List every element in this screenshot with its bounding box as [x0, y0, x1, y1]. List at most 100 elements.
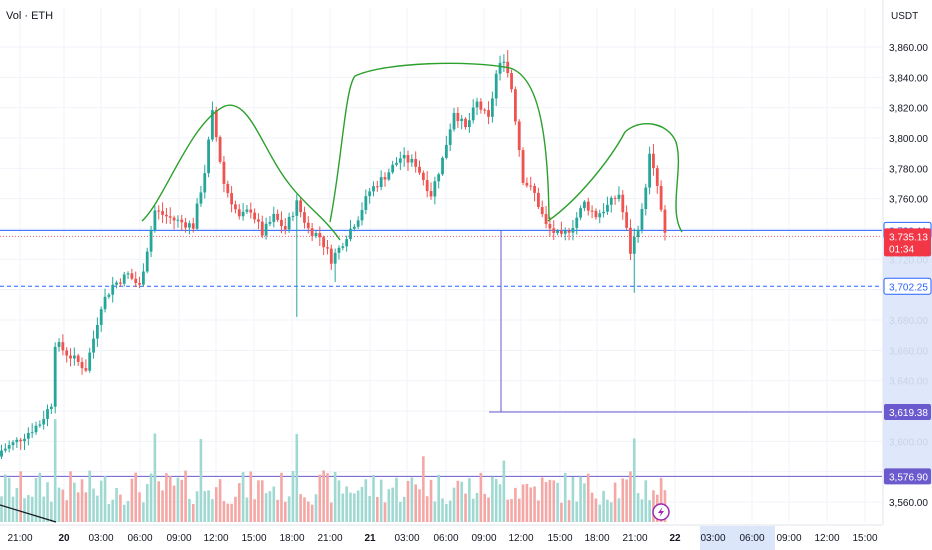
volume-bar: [464, 493, 467, 522]
volume-bar: [441, 498, 444, 522]
volume-bar: [429, 479, 433, 522]
volume-bar: [4, 474, 7, 522]
candle-body: [341, 246, 345, 248]
volume-bar: [245, 497, 249, 522]
volume-bar: [226, 503, 230, 522]
volume-bar: [632, 438, 636, 522]
candle-body: [652, 153, 655, 169]
volume-bar: [330, 502, 333, 522]
volume-bar: [111, 499, 115, 522]
candle-body: [111, 284, 115, 295]
candle-body: [172, 217, 176, 221]
price-tag-label: 01:34: [889, 244, 914, 255]
volume-bar: [337, 480, 341, 522]
volume-bar: [494, 478, 498, 522]
volume-bar: [76, 492, 80, 522]
volume-bar: [399, 501, 402, 522]
x-tick-label: 21:00: [622, 533, 647, 544]
volume-bar: [629, 471, 632, 522]
candle-body: [586, 201, 590, 211]
volume-bar: [34, 478, 38, 522]
x-tick-label: 21:00: [7, 533, 32, 544]
x-tick-label: 12:00: [203, 533, 228, 544]
x-tick-label: 21: [364, 533, 376, 544]
time-axis[interactable]: 21:00 20 03:00 06:00 09:00 12:00 15:00 18:00 21:…: [0, 524, 882, 550]
flash-icon[interactable]: [652, 503, 670, 521]
volume-bar: [640, 499, 644, 522]
candle-body: [322, 237, 326, 248]
volume-bar: [395, 477, 398, 522]
candle-body: [157, 210, 161, 212]
candle-body: [617, 194, 621, 199]
volume-bar: [53, 419, 57, 522]
volume-bar: [636, 493, 640, 522]
candle-body: [272, 213, 276, 222]
candle-body: [571, 227, 575, 233]
candle-body: [609, 197, 613, 205]
candle-body: [95, 324, 99, 339]
price-tag-label: 3,735.13: [889, 232, 928, 243]
volume-bar: [184, 470, 187, 522]
x-tick-label: 03:00: [700, 533, 725, 544]
volume-bar: [506, 499, 510, 522]
volume-bar: [621, 478, 625, 522]
candle-body: [349, 228, 352, 240]
candle-body: [3, 448, 7, 451]
candle-body: [460, 118, 464, 122]
candle-body: [663, 209, 667, 233]
candle-body: [326, 247, 329, 249]
volume-bar: [153, 433, 157, 522]
volume-bar: [264, 493, 268, 522]
candle-body: [441, 157, 444, 175]
candle-body: [134, 278, 138, 284]
candle-body: [333, 252, 337, 264]
candle-body: [314, 232, 318, 237]
price-axis[interactable]: USDT 3,560.003,580.003,600.003,620.003,6…: [882, 0, 932, 525]
pattern-drawings: [0, 62, 683, 523]
volume-bar: [280, 472, 283, 522]
volume-bar: [157, 481, 161, 522]
candle-body: [99, 309, 103, 325]
candle-body: [471, 107, 475, 121]
candle-body: [46, 409, 49, 419]
volume-bar: [283, 501, 287, 522]
candle-body: [533, 185, 536, 193]
volume-bar: [168, 476, 172, 522]
candle-body: [479, 101, 483, 110]
volume-bar: [456, 480, 460, 522]
candle-body: [387, 172, 391, 180]
indicator-label: Vol · ETH: [6, 10, 53, 22]
candle-body: [345, 239, 349, 247]
volume-bar: [448, 500, 452, 522]
candle-body: [544, 214, 548, 225]
volume-bar: [360, 486, 364, 522]
volume-bar: [406, 480, 410, 522]
volume-bar: [571, 477, 575, 522]
candle-body: [88, 352, 92, 371]
candle-body: [42, 418, 46, 425]
volume-bar: [46, 482, 49, 522]
candle-body: [525, 182, 529, 186]
candle-body: [76, 355, 80, 362]
price-tag: [884, 403, 931, 420]
volume-bar: [195, 491, 199, 522]
pattern-curve: [141, 104, 341, 241]
candle-body: [364, 196, 368, 210]
candles: [0, 50, 667, 459]
volume-bar: [310, 504, 314, 522]
candle-body: [602, 211, 605, 214]
candle-body: [356, 220, 360, 227]
x-tick-label: 15:00: [852, 533, 877, 544]
candle-body: [659, 185, 663, 210]
volume-bar: [510, 499, 513, 522]
candle-body: [398, 158, 402, 163]
candle-body: [483, 109, 487, 111]
volume-bar: [38, 472, 42, 522]
candle-body: [211, 110, 214, 140]
candle-body: [625, 212, 629, 228]
volume-bar: [214, 487, 218, 522]
price-tag: [884, 468, 931, 485]
volume-bar: [414, 484, 417, 522]
volume-bar: [188, 498, 191, 522]
